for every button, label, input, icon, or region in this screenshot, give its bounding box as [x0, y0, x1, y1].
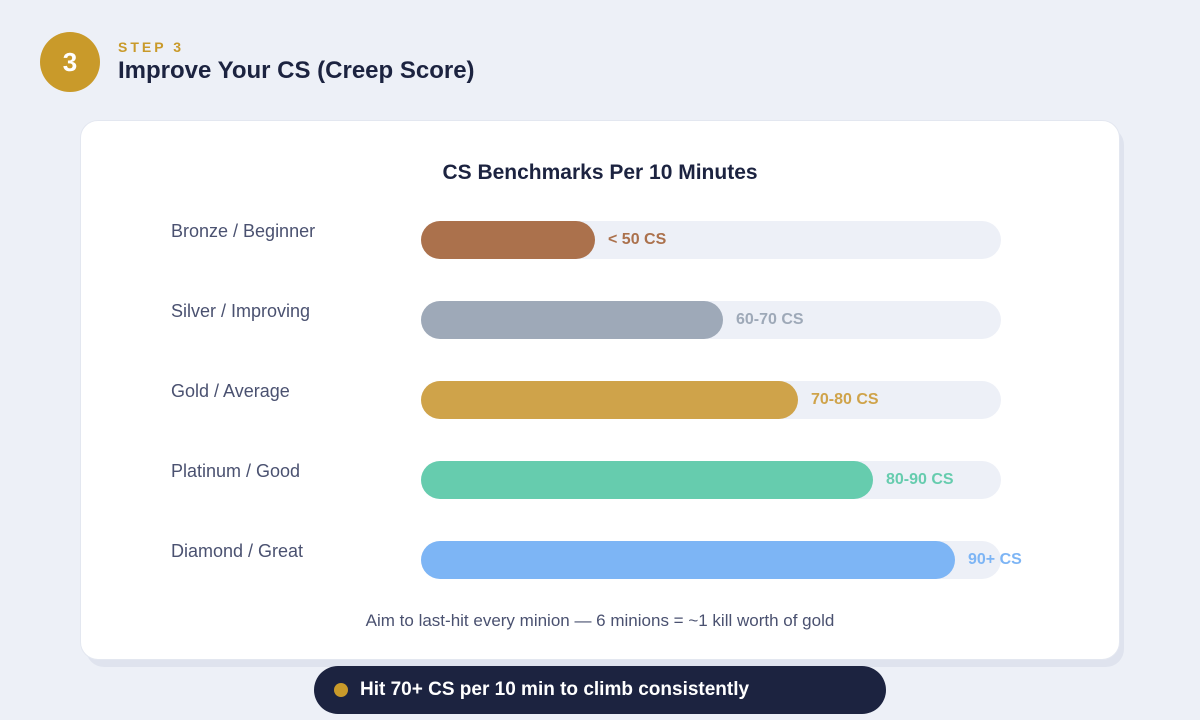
bar-fill — [421, 461, 873, 499]
benchmark-row: Gold / Average 70-80 CS — [81, 381, 1119, 421]
benchmark-card: CS Benchmarks Per 10 Minutes Bronze / Be… — [80, 120, 1120, 660]
benchmark-chart: Bronze / Beginner < 50 CS Silver / Improvi… — [81, 121, 1119, 659]
step-text: STEP 3 Improve Your CS (Creep Score) — [118, 38, 475, 86]
page-title: Improve Your CS (Creep Score) — [118, 57, 475, 84]
benchmark-row: Platinum / Good 80-90 CS — [81, 461, 1119, 501]
chart-title: CS Benchmarks Per 10 Minutes — [442, 161, 758, 184]
footnote: Aim to last-hit every minion — 6 minions… — [365, 611, 835, 630]
step-number-badge: 3 — [40, 32, 100, 92]
tier-label: Diamond / Great — [171, 541, 304, 561]
bar-fill — [421, 541, 955, 579]
bar-value-label: < 50 CS — [608, 231, 667, 248]
bar-track: 80-90 CS — [421, 461, 1001, 499]
tier-label: Bronze / Beginner — [171, 221, 316, 241]
tip-dot-icon — [334, 683, 348, 697]
bar-fill — [421, 301, 723, 339]
step-header: 3 STEP 3 Improve Your CS (Creep Score) — [40, 32, 475, 92]
step-label: STEP 3 — [118, 39, 184, 55]
tier-label: Gold / Average — [171, 381, 290, 401]
bar-track: 70-80 CS — [421, 381, 1001, 419]
bar-value-label: 60-70 CS — [736, 311, 804, 328]
benchmark-row: Diamond / Great 90+ CS — [81, 541, 1119, 581]
bar-fill — [421, 381, 798, 419]
benchmark-row: Bronze / Beginner < 50 CS — [81, 221, 1119, 261]
tier-label: Silver / Improving — [171, 301, 311, 321]
tip-banner: Hit 70+ CS per 10 min to climb consisten… — [314, 666, 886, 714]
benchmark-row: Silver / Improving 60-70 CS — [81, 301, 1119, 341]
bar-track: 60-70 CS — [421, 301, 1001, 339]
bar-value-label: 90+ CS — [968, 551, 1022, 568]
tip-text: Hit 70+ CS per 10 min to climb consisten… — [360, 679, 750, 700]
tier-label: Platinum / Good — [171, 461, 301, 481]
bar-track: 90+ CS — [421, 541, 1022, 579]
bar-fill — [421, 221, 595, 259]
bar-value-label: 80-90 CS — [886, 471, 954, 488]
bar-value-label: 70-80 CS — [811, 391, 879, 408]
bar-track: < 50 CS — [421, 221, 1001, 259]
